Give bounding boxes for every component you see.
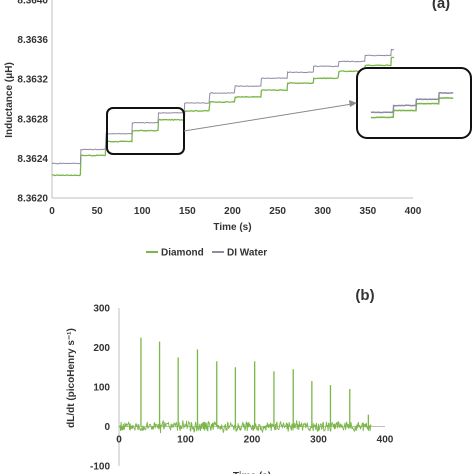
y-tick-label-b: -100	[90, 462, 110, 473]
x-tick-label-b: 0	[116, 435, 122, 446]
y-tick-label-a: 8.3620	[17, 194, 48, 205]
y-tick-label-a: 8.3632	[17, 75, 48, 86]
y-tick-label-a: 8.3624	[17, 154, 48, 165]
zoom-arrow-line	[183, 103, 353, 132]
y-tick-label-b: 300	[93, 304, 110, 315]
x-tick-label-a: 100	[134, 206, 151, 217]
y-tick-label-b: 0	[104, 422, 110, 433]
chart-a: 8.3620 8.3624 8.3628 8.3632 8.3636 8.3640 0 50 1…	[4, 0, 472, 259]
x-tick-label-a: 200	[224, 206, 241, 217]
series-line-di-water	[51, 48, 395, 165]
y-tick-label-b: 200	[93, 343, 110, 354]
x-tick-label-a: 50	[92, 206, 104, 217]
x-tick-label-a: 300	[314, 206, 331, 217]
zoom-arrowhead	[349, 100, 357, 107]
y-tick-label-a: 8.3640	[17, 0, 48, 7]
x-axis-title-a: Time (s)	[213, 222, 251, 233]
y-tick-label-a: 8.3636	[17, 35, 48, 46]
x-axis-title-b: Time (s)	[233, 471, 271, 474]
y-tick-label-b: 100	[93, 383, 110, 394]
x-tick-label-b: 300	[310, 435, 327, 446]
legend-label-diamond: Diamond	[161, 248, 204, 259]
panel-label-b: (b)	[355, 287, 374, 304]
x-tick-label-b: 400	[377, 435, 394, 446]
chart-b: -100 0 100 200 300 0 100 200 300 400 dL/dt (picoHe…	[66, 287, 394, 474]
panel-label-a: (a)	[432, 0, 450, 12]
legend-label-di-water: DI Water	[227, 248, 267, 259]
y-axis-title-a: Inductance (μH)	[4, 62, 15, 138]
x-tick-label-b: 100	[177, 435, 194, 446]
y-axis-title-b: dL/dt (picoHenry s⁻¹)	[66, 328, 77, 428]
inset-series-di-water	[370, 92, 454, 114]
x-tick-label-a: 150	[179, 206, 196, 217]
x-tick-label-a: 350	[360, 206, 377, 217]
series-line-diamond	[52, 56, 395, 177]
y-tick-label-a: 8.3628	[17, 114, 48, 125]
inset-box	[356, 67, 472, 139]
x-tick-label-a: 0	[49, 206, 55, 217]
x-tick-label-a: 250	[269, 206, 286, 217]
x-tick-label-a: 400	[405, 206, 422, 217]
x-tick-label-b: 200	[244, 435, 261, 446]
dldt-noise-line	[118, 419, 372, 434]
